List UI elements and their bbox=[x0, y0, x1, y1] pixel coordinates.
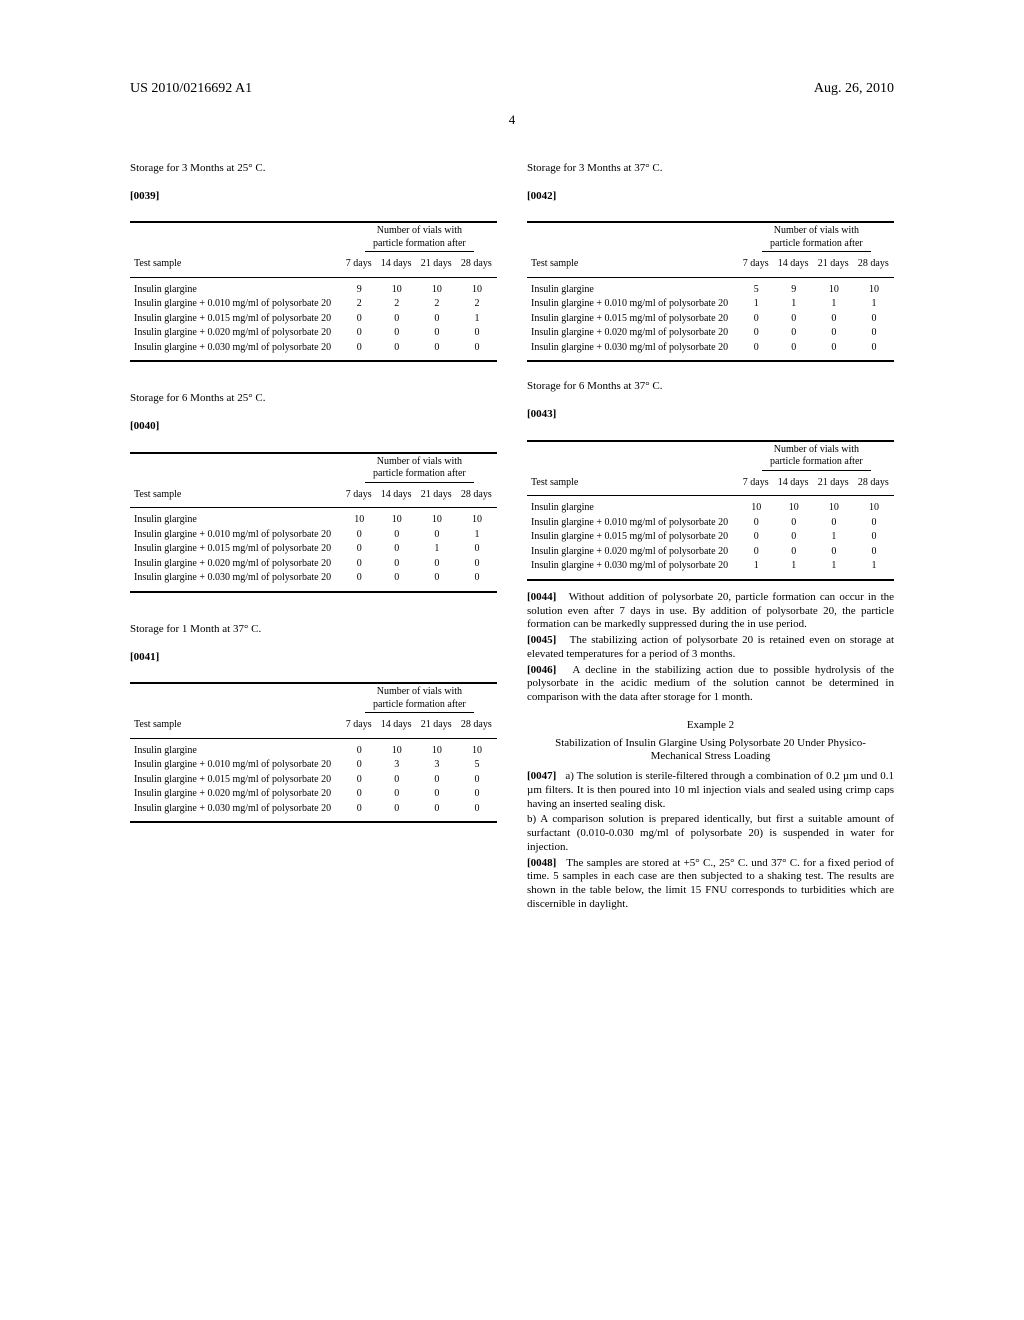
table-6mo-37c: Number of vials withparticle formation a… bbox=[527, 440, 894, 581]
table-row: Insulin glargine + 0.015 mg/ml of polyso… bbox=[130, 312, 497, 327]
col-test-sample: Test sample bbox=[130, 254, 342, 277]
vials-header: Number of vials withparticle formation a… bbox=[365, 686, 474, 713]
section-title: Storage for 3 Months at 37° C. bbox=[527, 162, 894, 176]
table-row: Insulin glargine + 0.015 mg/ml of polyso… bbox=[130, 542, 497, 557]
paragraph-0047: [0047] a) The solution is sterile-filter… bbox=[527, 770, 894, 811]
table-row: Insulin glargine + 0.020 mg/ml of polyso… bbox=[527, 326, 894, 341]
table-row: Insulin glargine + 0.010 mg/ml of polyso… bbox=[527, 516, 894, 531]
table-3mo-25c: Number of vials withparticle formation a… bbox=[130, 221, 497, 362]
paragraph-number: [0043] bbox=[527, 408, 556, 420]
paragraph-0045: [0045] The stabilizing action of polysor… bbox=[527, 634, 894, 662]
table-row: Insulin glargine10101010 bbox=[130, 508, 497, 528]
paragraph-0047b: b) A comparison solution is prepared ide… bbox=[527, 813, 894, 854]
paragraph-number: [0041] bbox=[130, 651, 159, 663]
table-row: Insulin glargine + 0.030 mg/ml of polyso… bbox=[130, 571, 497, 592]
table-row: Insulin glargine + 0.015 mg/ml of polyso… bbox=[527, 312, 894, 327]
table-row: Insulin glargine + 0.015 mg/ml of polyso… bbox=[130, 773, 497, 788]
table-row: Insulin glargine + 0.020 mg/ml of polyso… bbox=[130, 787, 497, 802]
table-row: Insulin glargine + 0.020 mg/ml of polyso… bbox=[527, 545, 894, 560]
vials-header: Number of vials withparticle formation a… bbox=[365, 225, 474, 252]
table-row: Insulin glargine + 0.010 mg/ml of polyso… bbox=[130, 297, 497, 312]
section-title: Storage for 6 Months at 25° C. bbox=[130, 392, 497, 406]
table-6mo-25c: Number of vials withparticle formation a… bbox=[130, 452, 497, 593]
example-heading: Example 2 bbox=[527, 719, 894, 733]
paragraph-0048: [0048] The samples are stored at +5° C.,… bbox=[527, 857, 894, 912]
page: US 2010/0216692 A1 Aug. 26, 2010 4 Stora… bbox=[0, 0, 1024, 954]
table-row: Insulin glargine + 0.020 mg/ml of polyso… bbox=[130, 326, 497, 341]
two-column-layout: Storage for 3 Months at 25° C. [0039] Nu… bbox=[130, 148, 894, 914]
table-row: Insulin glargine + 0.030 mg/ml of polyso… bbox=[130, 341, 497, 362]
publication-number: US 2010/0216692 A1 bbox=[130, 80, 252, 98]
col-14d: 14 days bbox=[377, 254, 417, 277]
table-3mo-37c: Number of vials withparticle formation a… bbox=[527, 221, 894, 362]
table-row: Insulin glargine + 0.020 mg/ml of polyso… bbox=[130, 557, 497, 572]
table-row: Insulin glargine591010 bbox=[527, 277, 894, 297]
paragraph-0046: [0046] A decline in the stabilizing acti… bbox=[527, 664, 894, 705]
example-subheading: Stabilization of Insulin Glargine Using … bbox=[527, 737, 894, 765]
paragraph-number: [0039] bbox=[130, 190, 159, 202]
table-row: Insulin glargine0101010 bbox=[130, 738, 497, 758]
table-row: Insulin glargine + 0.010 mg/ml of polyso… bbox=[130, 758, 497, 773]
table-row: Insulin glargine + 0.030 mg/ml of polyso… bbox=[527, 341, 894, 362]
left-column: Storage for 3 Months at 25° C. [0039] Nu… bbox=[130, 148, 497, 914]
col-28d: 28 days bbox=[457, 254, 497, 277]
col-7d: 7 days bbox=[342, 254, 377, 277]
page-header: US 2010/0216692 A1 Aug. 26, 2010 bbox=[130, 80, 894, 98]
table-row: Insulin glargine10101010 bbox=[527, 496, 894, 516]
section-title: Storage for 6 Months at 37° C. bbox=[527, 380, 894, 394]
table-row: Insulin glargine + 0.015 mg/ml of polyso… bbox=[527, 530, 894, 545]
col-21d: 21 days bbox=[417, 254, 457, 277]
table-row: Insulin glargine9101010 bbox=[130, 277, 497, 297]
table-1mo-37c: Number of vials withparticle formation a… bbox=[130, 682, 497, 823]
vials-header: Number of vials withparticle formation a… bbox=[365, 456, 474, 483]
table-row: Insulin glargine + 0.010 mg/ml of polyso… bbox=[130, 528, 497, 543]
page-number: 4 bbox=[130, 112, 894, 128]
table-row: Insulin glargine + 0.030 mg/ml of polyso… bbox=[527, 559, 894, 580]
paragraph-number: [0040] bbox=[130, 420, 159, 432]
section-title: Storage for 3 Months at 25° C. bbox=[130, 162, 497, 176]
table-row: Insulin glargine + 0.010 mg/ml of polyso… bbox=[527, 297, 894, 312]
vials-header: Number of vials withparticle formation a… bbox=[762, 444, 871, 471]
paragraph-0044: [0044] Without addition of polysorbate 2… bbox=[527, 591, 894, 632]
publication-date: Aug. 26, 2010 bbox=[814, 80, 894, 98]
right-column: Storage for 3 Months at 37° C. [0042] Nu… bbox=[527, 148, 894, 914]
paragraph-number: [0042] bbox=[527, 190, 556, 202]
vials-header: Number of vials withparticle formation a… bbox=[762, 225, 871, 252]
table-row: Insulin glargine + 0.030 mg/ml of polyso… bbox=[130, 802, 497, 823]
section-title: Storage for 1 Month at 37° C. bbox=[130, 623, 497, 637]
